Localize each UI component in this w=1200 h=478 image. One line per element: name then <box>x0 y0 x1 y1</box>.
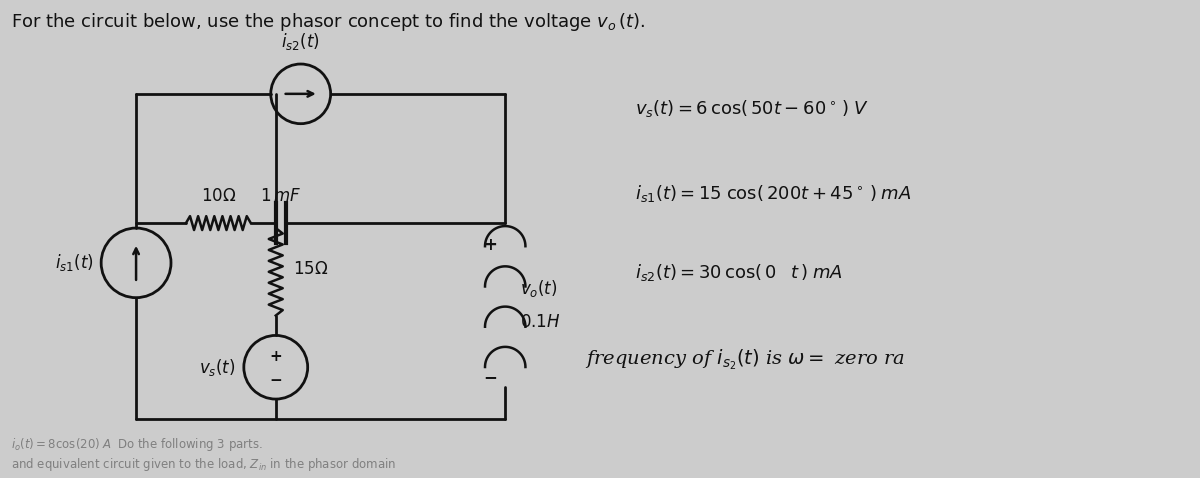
Text: and equivalent circuit given to the load, $Z_{in}$ in the phasor domain: and equivalent circuit given to the load… <box>11 456 396 473</box>
Text: $i_{s1}(t) = 15\;\cos(\,200t + 45^\circ\,)\;mA$: $i_{s1}(t) = 15\;\cos(\,200t + 45^\circ\… <box>635 183 912 204</box>
Text: $i_{s2}(t) = 30\,\cos(\,0\;\;\;t\,)\;mA$: $i_{s2}(t) = 30\,\cos(\,0\;\;\;t\,)\;mA$ <box>635 262 842 283</box>
Text: $15\Omega$: $15\Omega$ <box>293 261 328 278</box>
Text: −: − <box>484 368 497 386</box>
Text: $v_s(t)$: $v_s(t)$ <box>199 357 236 378</box>
Text: $v_s(t) = 6\,\cos(\,50t - 60^\circ\,)\;V$: $v_s(t) = 6\,\cos(\,50t - 60^\circ\,)\;V… <box>635 98 869 120</box>
Text: $v_o(t)$: $v_o(t)$ <box>520 278 558 299</box>
Text: $10\Omega$: $10\Omega$ <box>200 187 236 205</box>
Text: $i_{s1}(t)$: $i_{s1}(t)$ <box>54 252 94 273</box>
Text: frequency of $i_{s_2}(t)$ is $\omega=$ zero ra: frequency of $i_{s_2}(t)$ is $\omega=$ z… <box>586 347 905 371</box>
Text: $1\,mF$: $1\,mF$ <box>260 187 301 205</box>
Text: +: + <box>269 349 282 364</box>
Text: −: − <box>269 373 282 388</box>
Text: $0.1H$: $0.1H$ <box>520 313 560 330</box>
Text: $i_o(t) = 8\cos(20)\;A\;$ Do the following 3 parts.: $i_o(t) = 8\cos(20)\;A\;$ Do the followi… <box>11 436 263 453</box>
Text: For the circuit below, use the phasor concept to find the voltage $v_o\,(t)$.: For the circuit below, use the phasor co… <box>11 11 646 33</box>
Text: $i_{s2}(t)$: $i_{s2}(t)$ <box>281 31 320 52</box>
Text: +: + <box>484 236 497 254</box>
